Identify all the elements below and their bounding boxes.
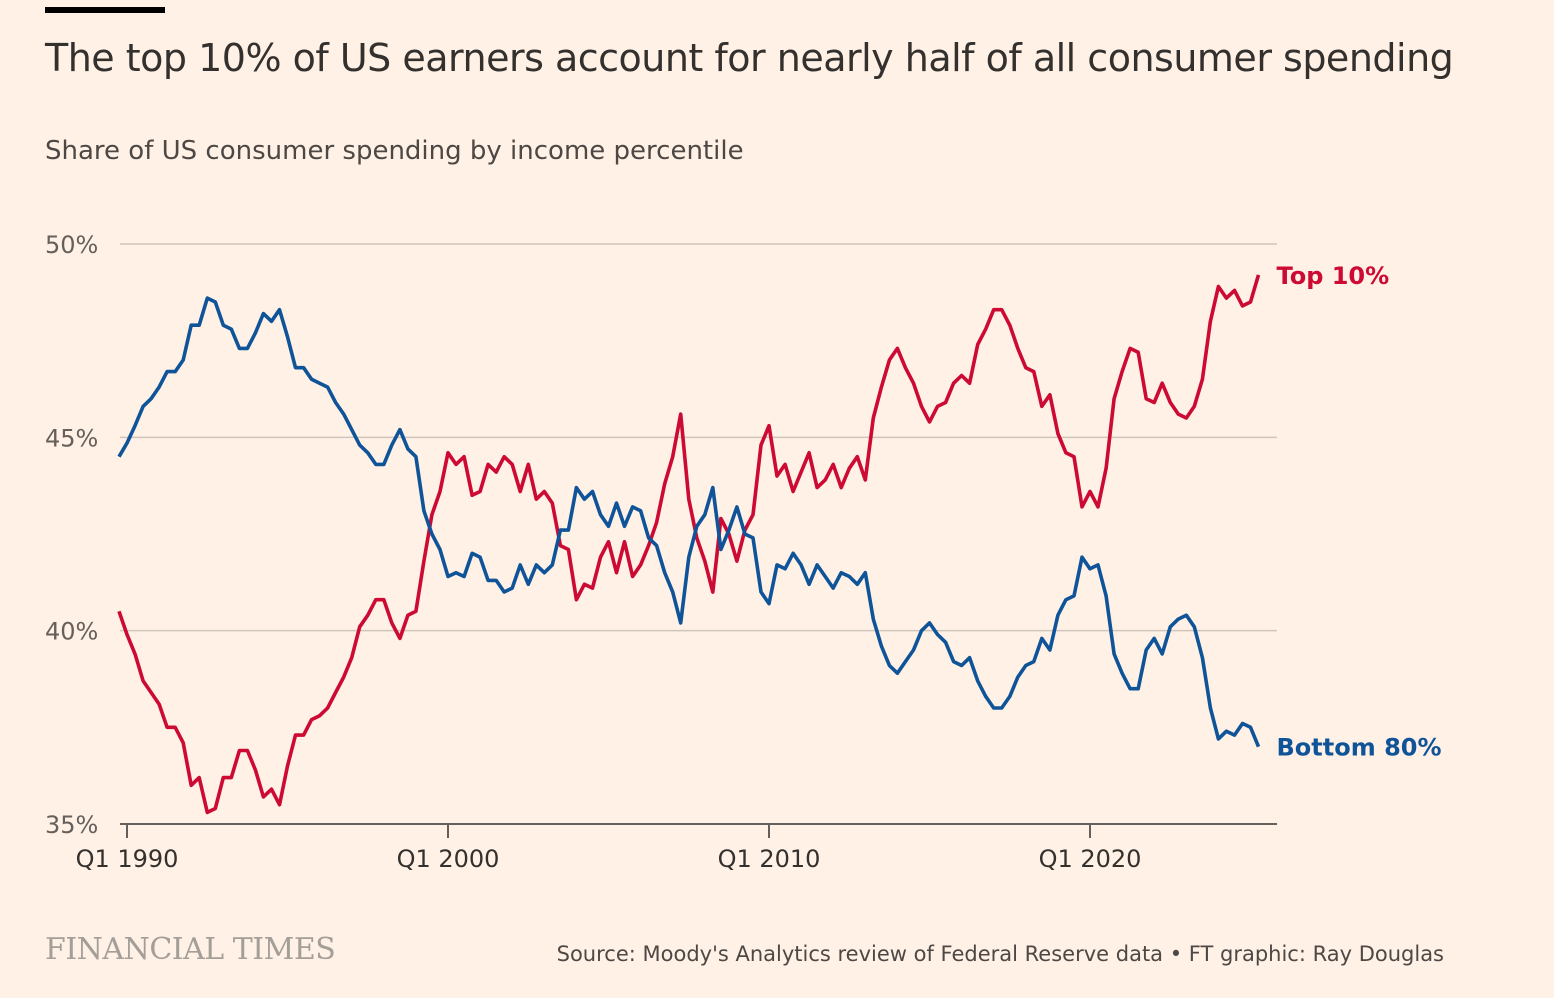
x-tick-label: Q1 2000 <box>397 845 500 873</box>
ft-logo: FINANCIAL TIMES <box>45 932 336 967</box>
y-tick-label: 50% <box>45 231 98 259</box>
header-accent-bar <box>45 7 165 13</box>
x-tick-label: Q1 2010 <box>718 845 821 873</box>
source-note: Source: Moody's Analytics review of Fede… <box>556 942 1444 966</box>
chart-subtitle: Share of US consumer spending by income … <box>45 136 744 166</box>
series-label: Bottom 80% <box>1277 734 1442 762</box>
series-line-top-10 <box>117 274 1261 815</box>
y-tick-label: 35% <box>45 811 98 839</box>
y-tick-label: 40% <box>45 618 98 646</box>
y-tick-label: 45% <box>45 424 98 452</box>
x-tick-label: Q1 2020 <box>1039 845 1142 873</box>
series-label: Top 10% <box>1277 262 1390 290</box>
series-line-bottom-80 <box>117 296 1261 748</box>
chart-title: The top 10% of US earners account for ne… <box>45 36 1454 80</box>
x-tick-label: Q1 1990 <box>76 845 179 873</box>
